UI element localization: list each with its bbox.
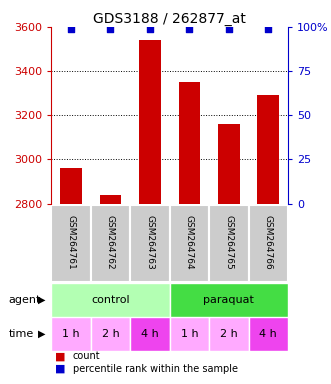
Point xyxy=(265,26,271,32)
Bar xyxy=(130,205,169,282)
Bar xyxy=(169,283,288,317)
Bar xyxy=(91,317,130,351)
Bar xyxy=(130,317,169,351)
Bar xyxy=(51,317,91,351)
Point xyxy=(226,26,231,32)
Text: GSM264761: GSM264761 xyxy=(67,215,75,270)
Text: count: count xyxy=(73,351,100,361)
Text: ■: ■ xyxy=(55,364,65,374)
Point xyxy=(108,26,113,32)
Bar xyxy=(209,205,249,282)
Text: control: control xyxy=(91,295,130,305)
Bar xyxy=(51,205,91,282)
Text: agent: agent xyxy=(8,295,41,305)
Text: GSM264764: GSM264764 xyxy=(185,215,194,270)
Bar xyxy=(91,205,130,282)
Text: GSM264765: GSM264765 xyxy=(224,215,233,270)
Text: time: time xyxy=(8,329,33,339)
Bar xyxy=(249,317,288,351)
Text: 2 h: 2 h xyxy=(102,329,119,339)
Bar xyxy=(209,317,249,351)
Text: ▶: ▶ xyxy=(38,295,46,305)
Bar xyxy=(100,195,121,204)
Bar xyxy=(258,95,279,204)
Bar xyxy=(139,40,161,204)
Bar xyxy=(249,205,288,282)
Text: GSM264763: GSM264763 xyxy=(145,215,155,270)
Text: percentile rank within the sample: percentile rank within the sample xyxy=(73,364,238,374)
Text: 4 h: 4 h xyxy=(260,329,277,339)
Text: ■: ■ xyxy=(55,351,65,361)
Text: 1 h: 1 h xyxy=(180,329,198,339)
Text: 2 h: 2 h xyxy=(220,329,238,339)
Text: ▶: ▶ xyxy=(38,329,46,339)
Point xyxy=(187,26,192,32)
Bar xyxy=(51,283,169,317)
Text: 4 h: 4 h xyxy=(141,329,159,339)
Bar xyxy=(60,168,82,204)
Text: GSM264762: GSM264762 xyxy=(106,215,115,270)
Bar xyxy=(169,205,209,282)
Point xyxy=(69,26,74,32)
Bar xyxy=(218,124,240,204)
Text: paraquat: paraquat xyxy=(203,295,254,305)
Text: GSM264766: GSM264766 xyxy=(264,215,273,270)
Text: 1 h: 1 h xyxy=(62,329,80,339)
Title: GDS3188 / 262877_at: GDS3188 / 262877_at xyxy=(93,12,246,26)
Bar xyxy=(169,317,209,351)
Bar xyxy=(178,82,200,204)
Point xyxy=(147,26,153,32)
